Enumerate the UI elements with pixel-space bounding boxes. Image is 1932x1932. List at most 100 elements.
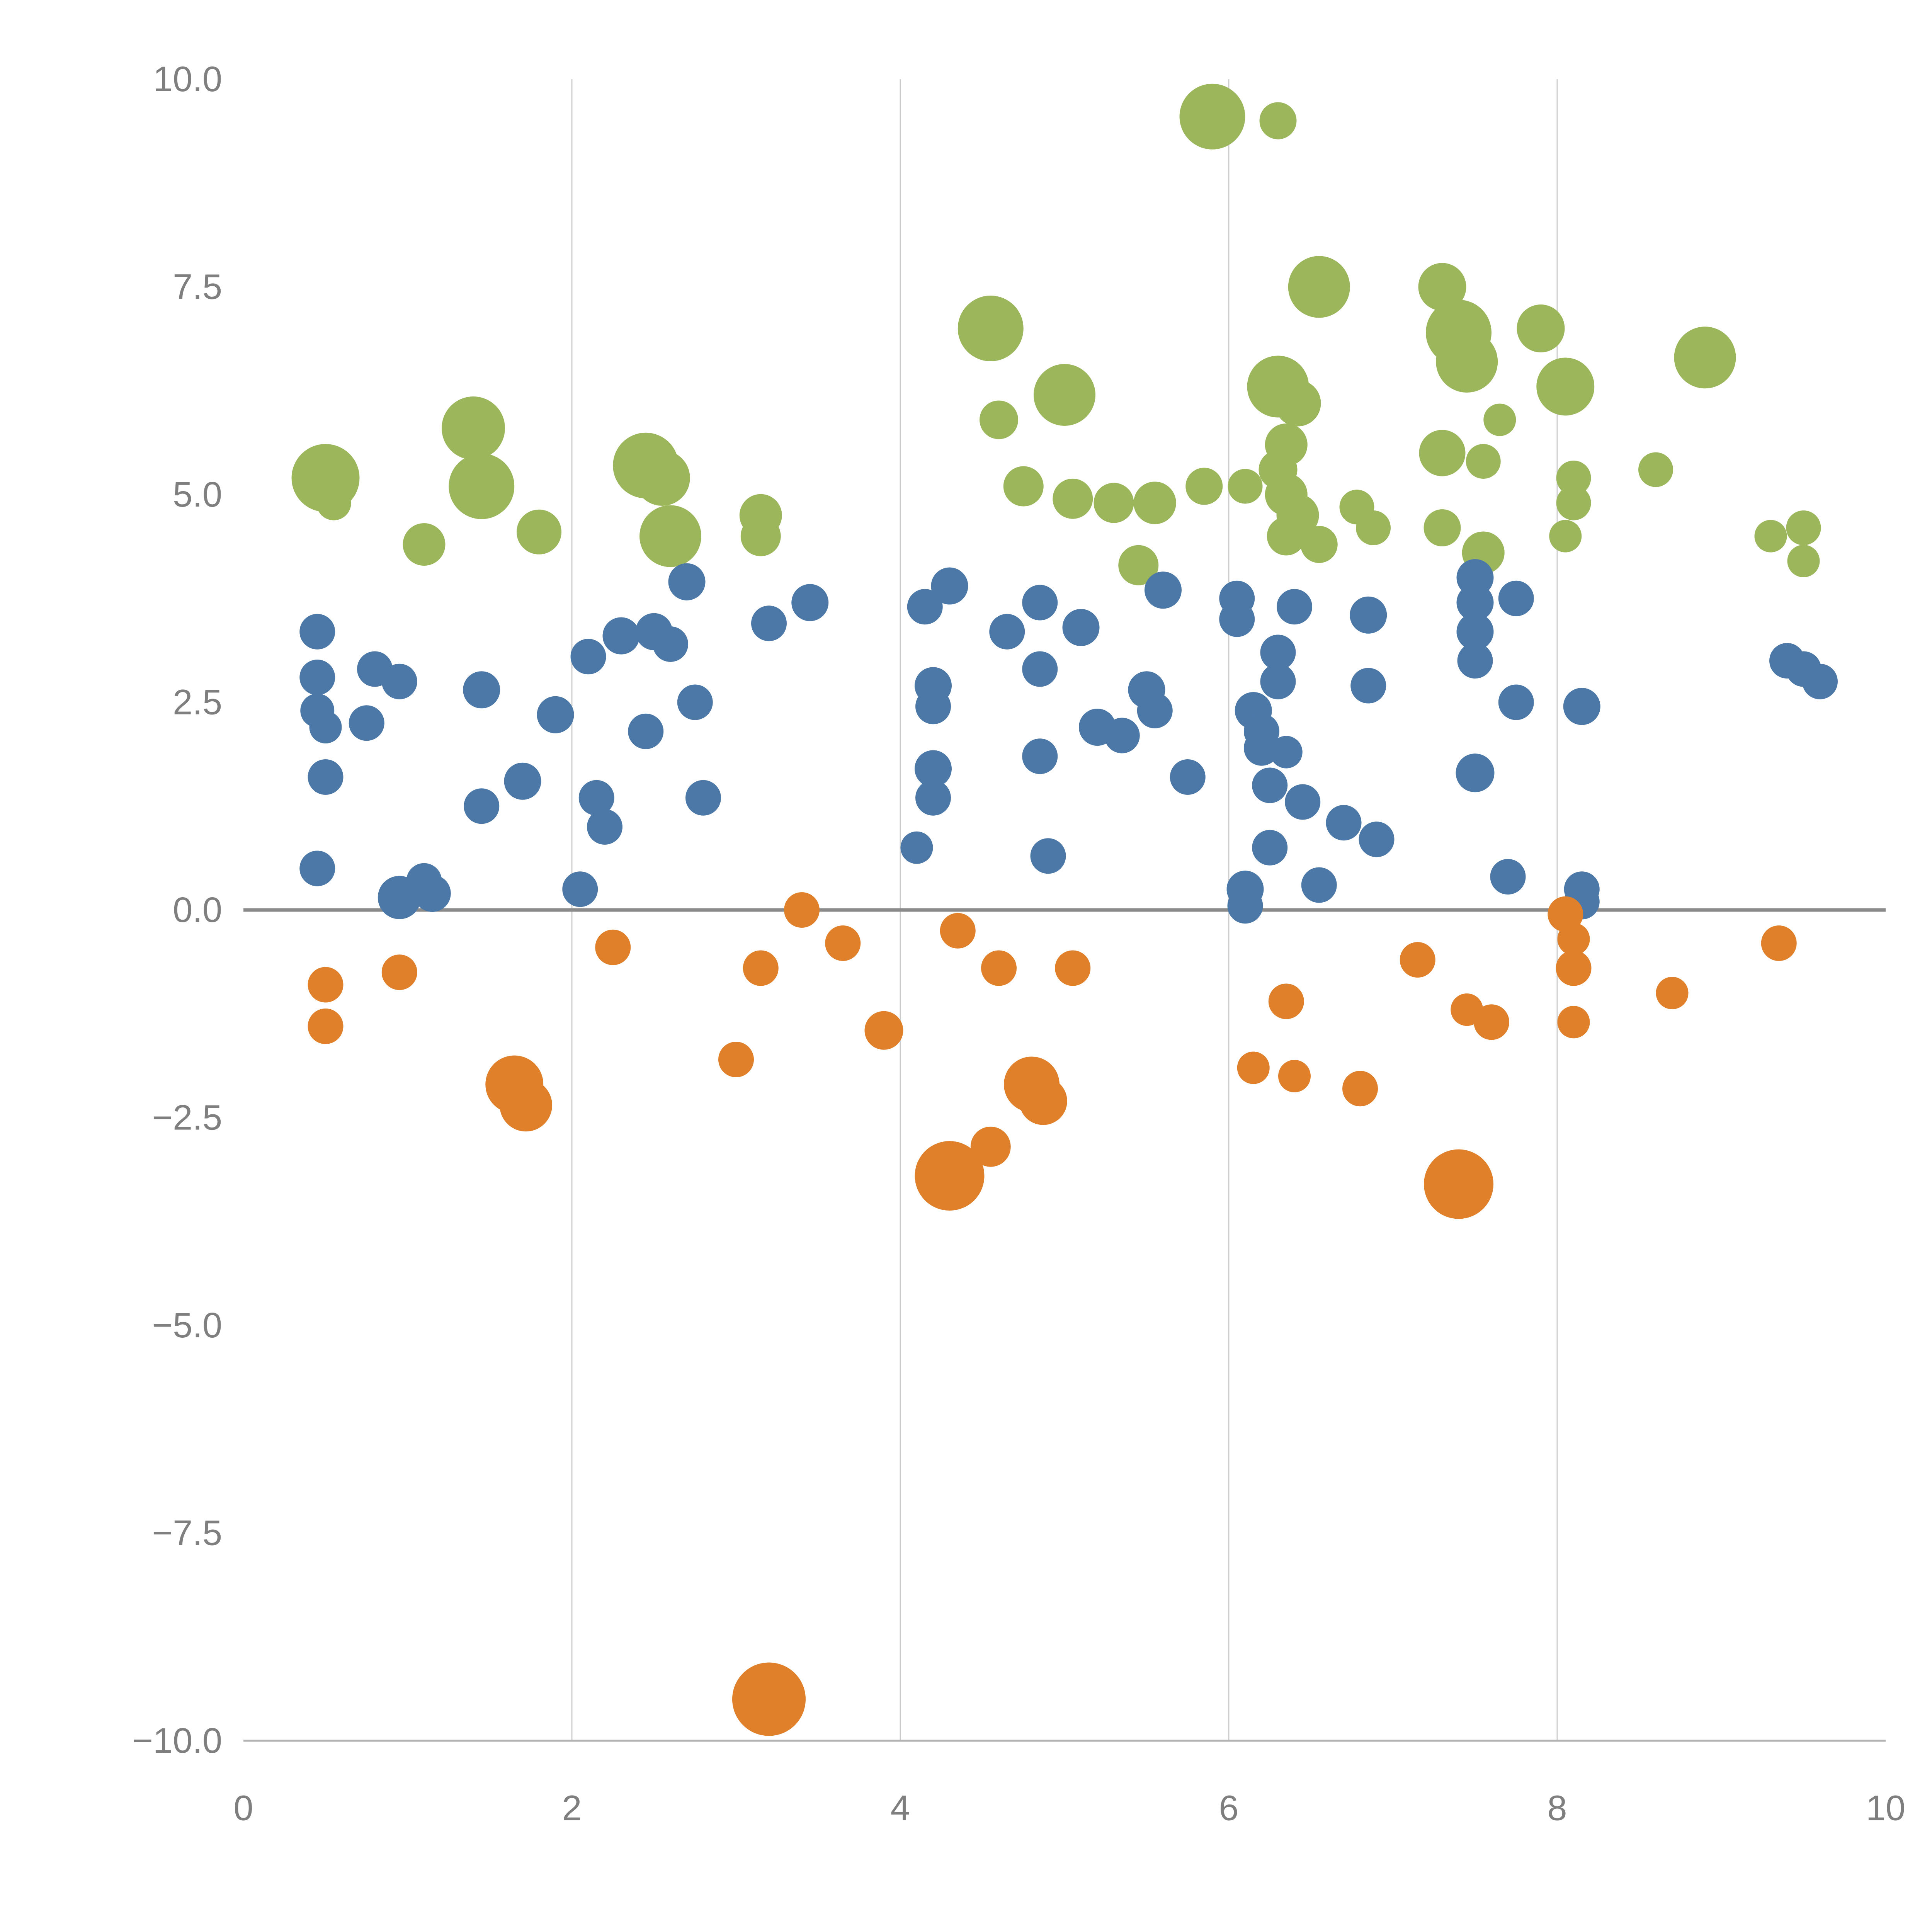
data-point-blue: [1350, 596, 1387, 634]
data-point-blue: [602, 617, 640, 655]
data-point-blue: [989, 614, 1025, 650]
data-point-blue: [1277, 589, 1312, 625]
data-point-orange: [1761, 925, 1797, 961]
data-point-orange: [732, 1662, 806, 1736]
data-point-orange: [1400, 942, 1435, 978]
data-point-green: [517, 509, 561, 554]
data-point-orange: [1055, 950, 1091, 986]
data-point-green: [1118, 545, 1159, 585]
data-point-orange: [940, 913, 976, 949]
data-point-green: [403, 523, 446, 566]
data-point-orange: [864, 1011, 903, 1050]
data-point-green: [1179, 83, 1245, 150]
data-point-blue: [915, 780, 951, 816]
data-point-green: [1536, 357, 1595, 416]
data-point-blue: [464, 788, 500, 824]
data-point-orange: [1342, 1071, 1378, 1107]
data-point-blue: [1170, 759, 1206, 795]
data-point-orange: [743, 950, 779, 986]
data-point-blue: [587, 809, 622, 845]
data-point-green: [1483, 403, 1516, 436]
data-point-blue: [653, 626, 688, 662]
data-point-blue: [1802, 663, 1838, 699]
data-point-green: [1754, 520, 1787, 553]
data-point-green: [980, 400, 1018, 439]
data-point-orange: [1474, 1004, 1509, 1040]
data-point-blue: [751, 605, 787, 641]
data-point-green: [449, 453, 515, 519]
data-point-green: [1556, 485, 1591, 520]
y-tick-label: 0.0: [173, 890, 222, 930]
data-point-blue: [1359, 821, 1395, 857]
data-point-green: [634, 450, 690, 506]
data-point-blue: [915, 750, 952, 787]
data-point-blue: [1563, 688, 1600, 725]
data-point-blue: [1145, 571, 1182, 609]
data-point-blue: [677, 684, 713, 720]
data-point-blue: [1301, 867, 1337, 903]
data-point-blue: [1062, 609, 1100, 646]
data-point-green: [1674, 327, 1736, 389]
data-point-green: [1356, 510, 1391, 545]
data-point-green: [1228, 469, 1263, 504]
data-point-orange: [981, 950, 1017, 986]
data-point-orange: [381, 954, 417, 990]
data-point-blue: [413, 875, 451, 912]
data-point-green: [1267, 517, 1306, 556]
data-point-green: [1274, 380, 1321, 427]
x-tick-label: 6: [1219, 1789, 1238, 1828]
y-tick-label: −5.0: [152, 1306, 222, 1345]
data-point-blue: [1498, 684, 1534, 720]
data-point-blue: [1252, 830, 1288, 866]
data-point-orange: [1019, 1077, 1067, 1125]
data-point-green: [1259, 102, 1297, 139]
data-point-blue: [915, 689, 951, 724]
data-point-blue: [1285, 784, 1321, 820]
data-point-blue: [1270, 736, 1303, 769]
data-point-blue: [578, 780, 614, 816]
data-point-green: [1034, 364, 1095, 426]
data-point-blue: [299, 850, 335, 886]
x-tick-label: 4: [890, 1789, 910, 1828]
x-tick-label: 10: [1866, 1789, 1905, 1828]
data-point-blue: [1260, 663, 1296, 699]
data-point-green: [442, 396, 505, 460]
data-point-green: [957, 296, 1024, 361]
data-point-blue: [1022, 738, 1058, 774]
data-point-green: [1418, 263, 1466, 311]
data-point-blue: [668, 563, 706, 600]
data-point-blue: [299, 614, 335, 650]
data-point-blue: [1326, 805, 1362, 841]
data-point-orange: [1424, 1149, 1493, 1219]
data-point-green: [1094, 483, 1134, 523]
data-point-green: [1556, 461, 1591, 495]
data-point-green: [1517, 304, 1565, 352]
data-point-green: [740, 516, 781, 556]
data-point-green: [1549, 520, 1582, 553]
x-tick-label: 0: [233, 1789, 253, 1828]
data-point-green: [1787, 545, 1820, 577]
data-point-blue: [1456, 613, 1494, 650]
data-point-orange: [308, 967, 344, 1003]
data-point-orange: [1237, 1051, 1270, 1084]
data-point-orange: [595, 929, 631, 965]
data-point-blue: [504, 762, 541, 800]
data-point-green: [1288, 256, 1350, 318]
data-point-blue: [537, 696, 574, 733]
data-point-blue: [791, 584, 829, 621]
data-point-blue: [1456, 753, 1495, 793]
data-point-blue: [308, 759, 344, 795]
data-point-green: [1300, 526, 1338, 563]
data-point-blue: [685, 780, 721, 816]
data-point-orange: [1556, 950, 1592, 986]
y-tick-label: −10.0: [132, 1721, 222, 1760]
data-point-blue: [570, 639, 606, 675]
data-point-blue: [900, 831, 933, 864]
data-point-blue: [1260, 634, 1296, 670]
y-tick-label: −7.5: [152, 1514, 222, 1553]
x-tick-label: 2: [562, 1789, 582, 1828]
data-point-orange: [784, 892, 820, 928]
data-point-blue: [1030, 838, 1066, 874]
